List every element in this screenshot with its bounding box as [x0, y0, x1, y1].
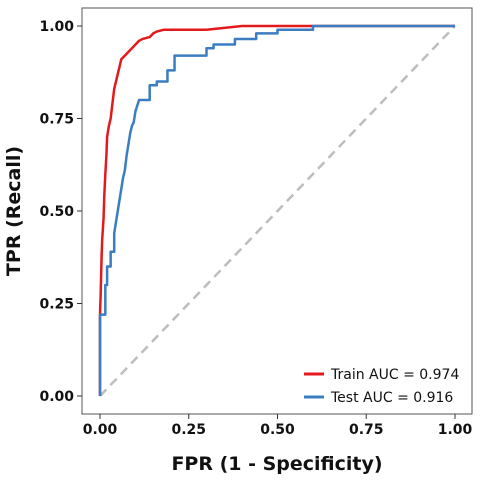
y-axis-title: TPR (Recall): [3, 146, 25, 276]
diagonal-layer: [99, 25, 456, 397]
roc-curve-test: [98, 24, 455, 396]
series-layer: [98, 24, 455, 396]
y-tick-label: 0.25: [39, 297, 74, 313]
y-tick-label: 0.75: [39, 112, 74, 128]
legend: Train AUC = 0.974 Test AUC = 0.916: [304, 367, 459, 406]
legend-label-train: Train AUC = 0.974: [330, 367, 459, 383]
x-tick-label: 0.00: [83, 422, 118, 438]
x-tick-label: 0.25: [171, 422, 206, 438]
y-tick-label: 0.50: [39, 204, 74, 220]
x-axis-title: FPR (1 - Specificity): [171, 453, 382, 475]
x-tick-label: 1.00: [438, 422, 473, 438]
legend-label-test: Test AUC = 0.916: [330, 390, 453, 406]
ticks-layer: 0.00 0.25 0.50 0.75 1.00 0.00 0.25 0.50 0.75 1.00: [39, 19, 472, 438]
diagonal-reference-line: [99, 25, 456, 397]
roc-curve-train: [98, 24, 455, 396]
x-tick-label: 0.75: [349, 422, 384, 438]
x-tick-label: 0.50: [260, 422, 295, 438]
y-tick-label: 1.00: [39, 19, 74, 35]
y-tick-label: 0.00: [39, 389, 74, 405]
